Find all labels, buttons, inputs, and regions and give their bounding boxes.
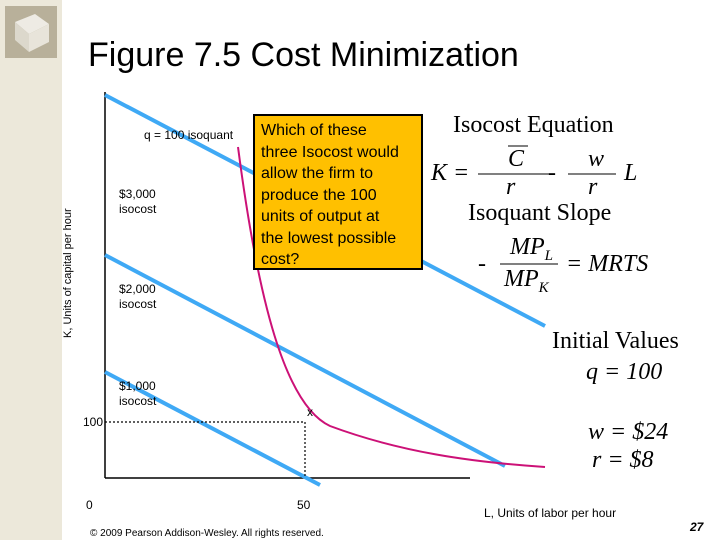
isocost-2000-value: $2,000 <box>119 282 156 296</box>
isocost-2000-label: $2,000 isocost <box>119 282 156 312</box>
sidebar-decoration <box>0 0 62 540</box>
mpk-denominator: MPK <box>504 266 549 297</box>
question-line: allow the firm to <box>261 165 374 182</box>
isocost-3000-word: isocost <box>119 202 157 216</box>
question-line: three Isocost would <box>261 143 399 161</box>
isocost-1000-word: isocost <box>119 394 157 408</box>
question-line: the lowest possible <box>261 229 397 247</box>
mpl-text: MP <box>510 234 545 260</box>
x-tick-50: 50 <box>297 498 311 512</box>
isocost-3000-label: $3,000 isocost <box>119 187 156 217</box>
mpk-text: MP <box>504 266 539 292</box>
isoquant-label: q = 100 isoquant <box>144 128 234 142</box>
isocost-2000-word: isocost <box>119 297 157 311</box>
y-tick-100: 100 <box>83 415 104 429</box>
initial-q: q = 100 <box>586 359 663 385</box>
x-axis-label: L, Units of labor per hour <box>484 506 617 520</box>
isocost-1000-label: $1,000 isocost <box>119 379 156 409</box>
mpk-subscript: K <box>538 279 549 296</box>
isocost-line-1000 <box>104 370 321 487</box>
mrts-text: = MRTS <box>566 251 649 277</box>
question-line: Which of these <box>261 122 367 139</box>
question-line: cost? <box>261 251 300 268</box>
isocost-line-2000 <box>104 253 506 468</box>
k-equals: K = <box>431 160 470 186</box>
initial-w: w = $24 <box>588 419 669 445</box>
page-number: 27 <box>690 520 704 534</box>
mpl-numerator: MPL <box>510 234 553 265</box>
c-numerator: C <box>508 146 525 172</box>
initial-r: r = $8 <box>592 447 654 473</box>
r-denominator-2: r <box>588 174 598 200</box>
initial-values-heading: Initial Values <box>552 328 679 354</box>
minus-sign: - <box>548 160 556 186</box>
x-origin-label: 0 <box>86 498 93 512</box>
isocost-1000-value: $1,000 <box>119 379 156 393</box>
minus-sign-2: - <box>478 251 486 277</box>
isoquant-slope-heading: Isoquant Slope <box>468 200 612 226</box>
tangency-point-marker: x <box>307 405 313 419</box>
question-line: produce the 100 <box>261 186 377 204</box>
mpl-subscript: L <box>544 247 553 264</box>
w-numerator: w <box>588 146 605 172</box>
r-denominator-1: r <box>506 174 516 200</box>
page-title: Figure 7.5 Cost Minimization <box>88 36 519 74</box>
copyright-notice: © 2009 Pearson Addison-Wesley. All right… <box>90 528 324 539</box>
isocost-3000-value: $3,000 <box>119 187 156 201</box>
isocost-equation-heading: Isocost Equation <box>453 112 614 138</box>
question-line: units of output at <box>261 208 380 225</box>
question-box: Which of these three Isocost would allow… <box>253 114 423 270</box>
l-variable: L <box>624 160 638 186</box>
glass-cube-icon <box>5 6 57 58</box>
